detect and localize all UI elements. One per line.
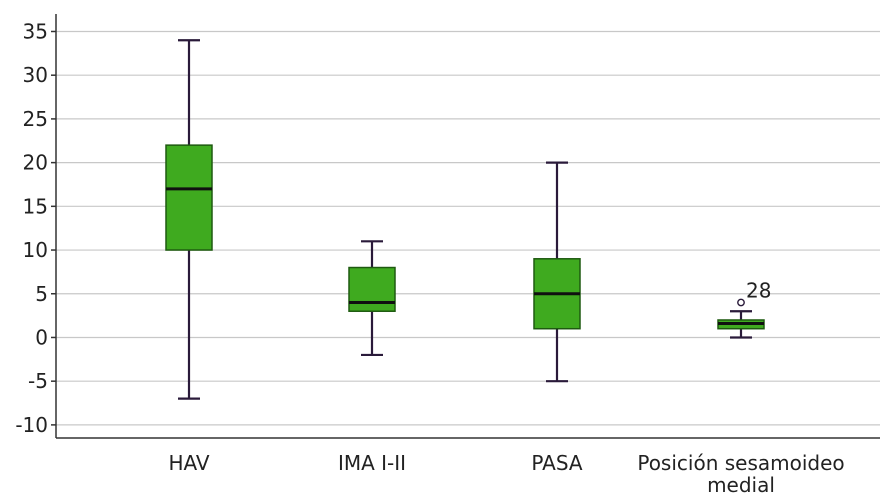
y-tick-label: 15: [23, 194, 48, 218]
box-iqr: [348, 266, 396, 312]
box-group: [348, 240, 396, 357]
category-label-line: Posición sesamoideo: [637, 451, 844, 475]
y-tick-label: 25: [23, 107, 48, 131]
axes: [51, 14, 880, 439]
category-label-line: PASA: [531, 451, 583, 475]
y-tick-label: -5: [28, 369, 48, 393]
y-tick-label: 5: [35, 282, 48, 306]
y-tick-label: -10: [15, 413, 48, 437]
box-group: [533, 161, 581, 383]
box-group: [165, 39, 213, 400]
outlier-point: [737, 298, 745, 307]
category-label: HAV: [168, 451, 209, 475]
category-label: Posición sesamoideo medial: [637, 451, 844, 495]
category-label-line: medial: [707, 473, 775, 495]
boxes: 28: [165, 39, 771, 400]
category-label: PASA: [531, 451, 583, 475]
y-tick-label: 35: [23, 19, 48, 43]
category-label-line: IMA I-II: [338, 451, 406, 475]
y-tick-labels: -10 -5 0 5 10 15 20 25 30 35: [15, 19, 48, 436]
category-label: IMA I-II: [338, 451, 406, 475]
box-group: 28: [717, 278, 771, 339]
y-tick-label: 30: [23, 63, 48, 87]
box-iqr: [165, 144, 213, 251]
y-tick-label: 10: [23, 238, 48, 262]
y-tick-label: 20: [23, 151, 48, 175]
outlier-label: 28: [746, 278, 771, 302]
category-label-line: HAV: [168, 451, 209, 475]
category-labels: HAV IMA I-II PASA Posición sesamoideo medial: [168, 451, 844, 495]
y-tick-label: 0: [35, 325, 48, 349]
